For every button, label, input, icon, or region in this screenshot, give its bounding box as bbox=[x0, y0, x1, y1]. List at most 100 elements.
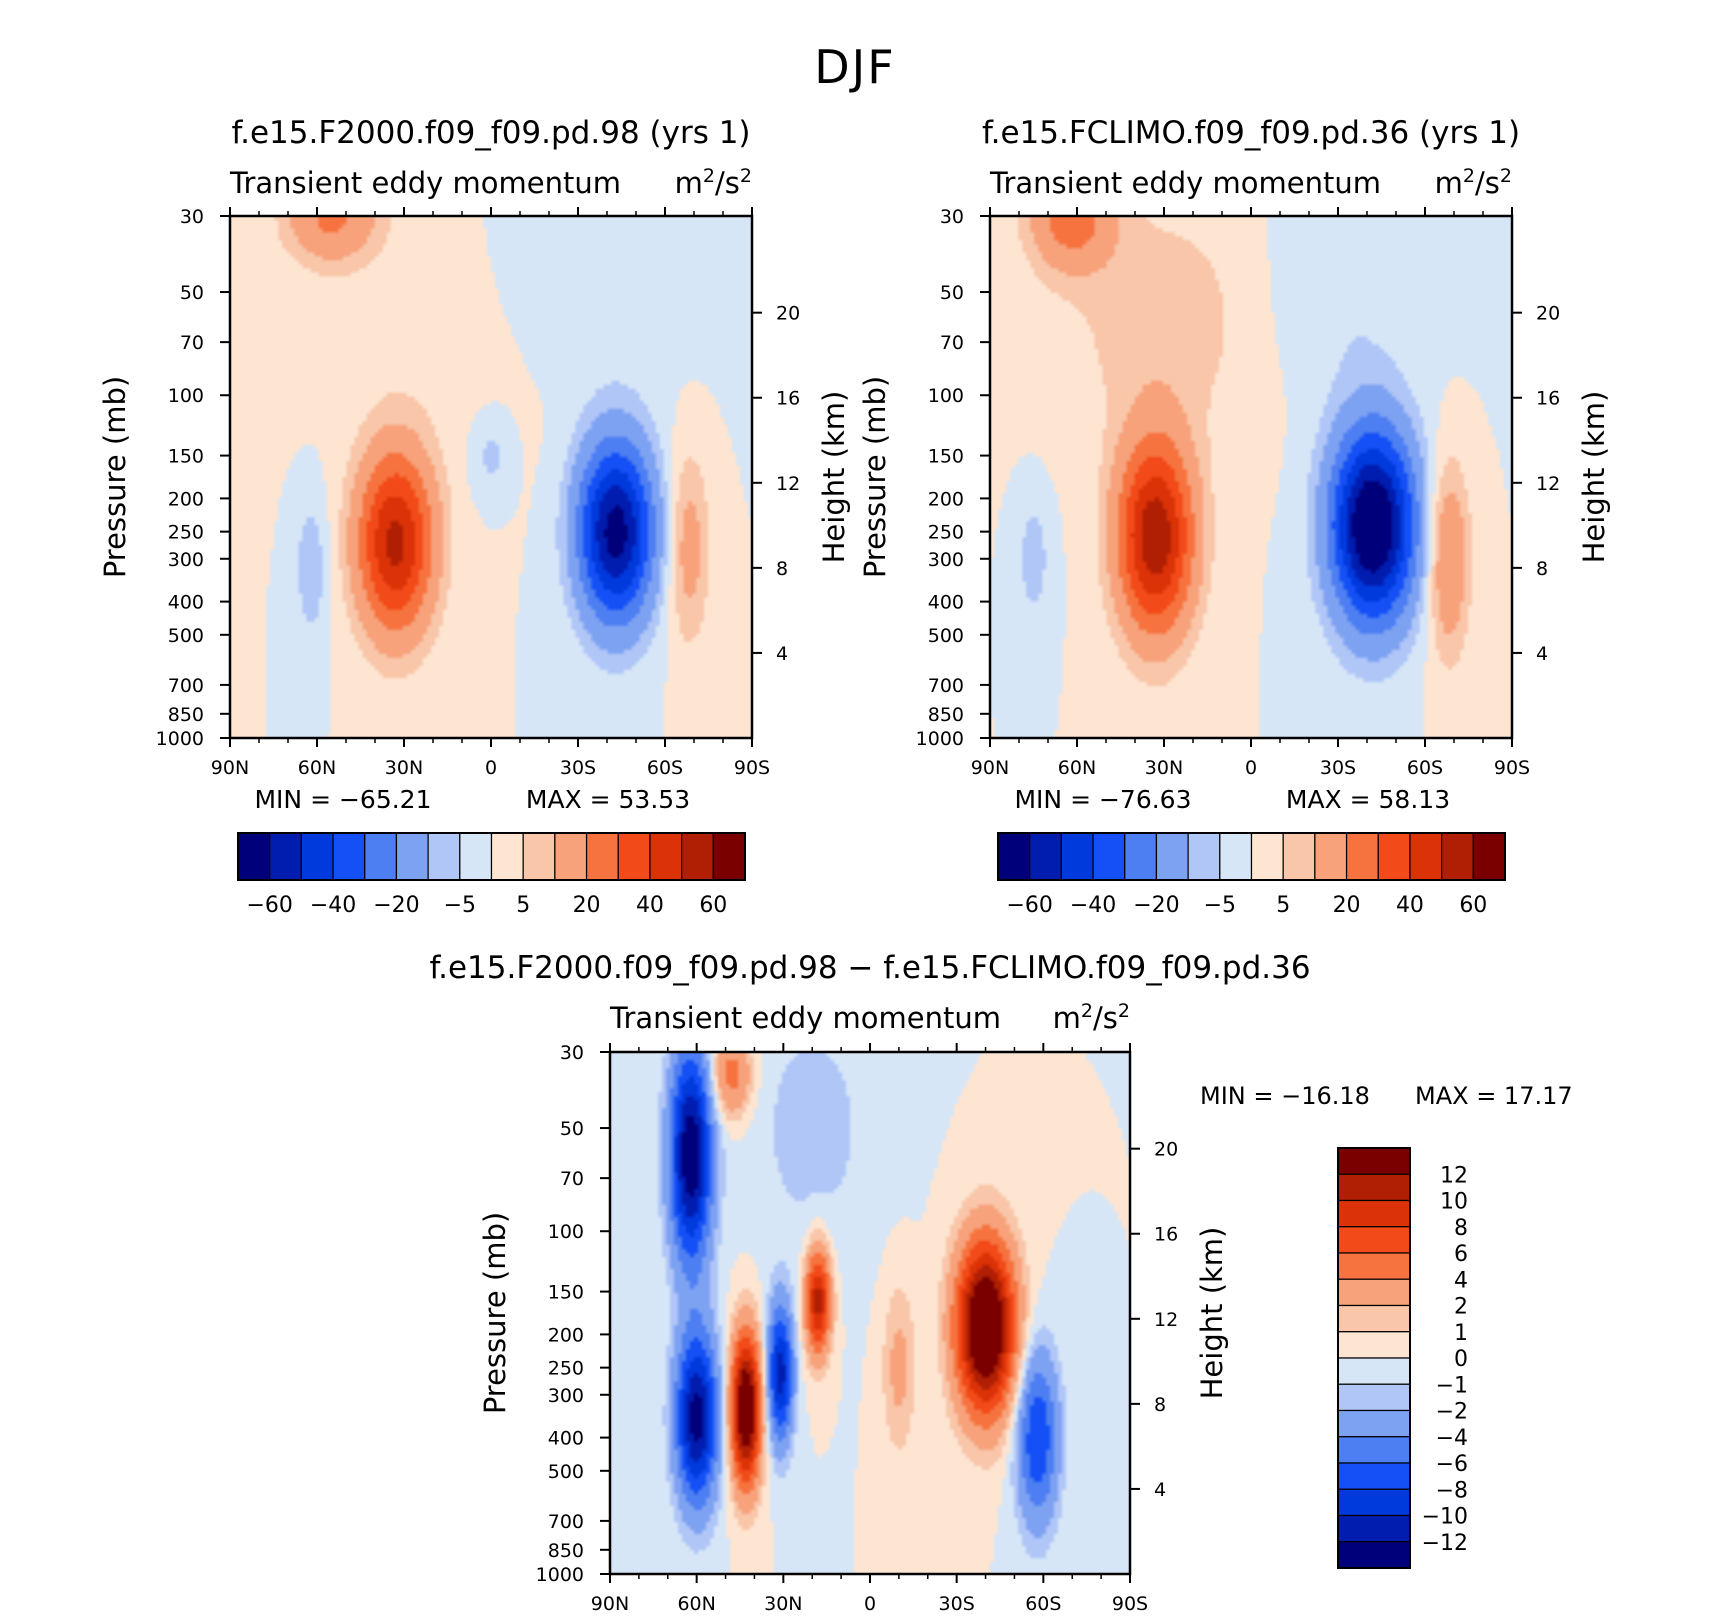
x-tick-label-bottom: 30S bbox=[939, 1593, 975, 1615]
y-tick-label-bottom: 200 bbox=[548, 1324, 584, 1346]
y-tick-label-left: 1000 bbox=[156, 728, 204, 750]
colorbar-frame-right bbox=[997, 832, 1506, 881]
colorbar-label-bottom: 8 bbox=[1454, 1216, 1468, 1241]
colorbar-label-right: 20 bbox=[1333, 893, 1361, 918]
colorbar-swatch-left bbox=[649, 832, 683, 881]
y-tick-label-left: 100 bbox=[168, 385, 204, 407]
height-axis-label-right: Height (km) bbox=[1577, 391, 1611, 564]
height-tick-label-left: 8 bbox=[776, 558, 788, 580]
units-label-left: m2/s2 bbox=[675, 165, 752, 200]
y-tick-label-bottom: 700 bbox=[548, 1511, 584, 1533]
colorbar-label-bottom: −12 bbox=[1422, 1531, 1468, 1556]
x-tick-label-right: 30S bbox=[1320, 757, 1356, 779]
x-tick-label-left: 90S bbox=[734, 757, 770, 779]
x-tick-label-left: 60S bbox=[647, 757, 683, 779]
x-tick-label-bottom: 90N bbox=[591, 1593, 629, 1615]
plot-title-left: f.e15.F2000.f09_f09.pd.98 (yrs 1) bbox=[231, 115, 750, 151]
x-tick-label-bottom: 90S bbox=[1112, 1593, 1148, 1615]
colorbar-swatch-left bbox=[459, 832, 493, 881]
colorbar-label-right: 5 bbox=[1276, 893, 1290, 918]
height-tick-label-right: 8 bbox=[1536, 558, 1548, 580]
colorbar-swatch-right bbox=[1124, 832, 1158, 881]
height-tick-label-right: 20 bbox=[1536, 303, 1560, 325]
x-tick-label-left: 30N bbox=[385, 757, 423, 779]
colorbar-label-right: −40 bbox=[1070, 893, 1116, 918]
height-tick-label-right: 16 bbox=[1536, 388, 1560, 410]
x-tick-label-bottom: 30N bbox=[764, 1593, 802, 1615]
x-tick-label-bottom: 60N bbox=[677, 1593, 715, 1615]
x-tick-label-right: 90N bbox=[971, 757, 1009, 779]
y-axis-label-bottom: Pressure (mb) bbox=[478, 1212, 512, 1414]
colorbar-label-left: 40 bbox=[636, 893, 664, 918]
colorbar-frame-left bbox=[237, 832, 746, 881]
min-label-right: MIN = −76.63 bbox=[1014, 785, 1191, 814]
y-tick-label-left: 850 bbox=[168, 704, 204, 726]
y-tick-label-bottom: 1000 bbox=[536, 1564, 584, 1586]
x-tick-label-bottom: 60S bbox=[1025, 1593, 1061, 1615]
colorbar-label-left: −60 bbox=[246, 893, 292, 918]
colorbar-swatch-bottom bbox=[1337, 1331, 1411, 1359]
colorbar-swatch-bottom bbox=[1337, 1541, 1411, 1569]
units-exp1-left: 2 bbox=[703, 165, 715, 187]
height-tick-label-bottom: 12 bbox=[1154, 1309, 1178, 1331]
colorbar-swatch-bottom bbox=[1337, 1199, 1411, 1228]
x-tick-label-right: 60S bbox=[1407, 757, 1443, 779]
max-label-right: MAX = 58.13 bbox=[1286, 785, 1450, 814]
y-tick-label-right: 250 bbox=[928, 522, 964, 544]
y-tick-label-right: 300 bbox=[928, 549, 964, 571]
colorbar-swatch-right bbox=[1155, 832, 1189, 881]
colorbar-swatch-bottom bbox=[1337, 1304, 1411, 1333]
x-tick-label-right: 30N bbox=[1145, 757, 1183, 779]
colorbar-swatch-left bbox=[364, 832, 398, 881]
x-tick-label-left: 0 bbox=[485, 757, 497, 779]
colorbar-swatch-right bbox=[1092, 832, 1126, 881]
y-tick-label-left: 300 bbox=[168, 549, 204, 571]
y-tick-label-bottom: 50 bbox=[560, 1118, 584, 1140]
colorbar-label-bottom: −2 bbox=[1436, 1400, 1468, 1425]
colorbar-label-bottom: −1 bbox=[1436, 1373, 1468, 1398]
y-tick-label-right: 70 bbox=[940, 332, 964, 354]
y-tick-label-left: 70 bbox=[180, 332, 204, 354]
colorbar-label-right: −20 bbox=[1133, 893, 1179, 918]
colorbar-label-left: 20 bbox=[573, 893, 601, 918]
height-axis-label-left: Height (km) bbox=[817, 391, 851, 564]
colorbar-swatch-right bbox=[1187, 832, 1221, 881]
x-tick-label-right: 0 bbox=[1245, 757, 1257, 779]
x-tick-label-left: 30S bbox=[560, 757, 596, 779]
units-exp2-left: 2 bbox=[740, 165, 752, 187]
height-tick-label-right: 4 bbox=[1536, 643, 1548, 665]
height-tick-label-bottom: 20 bbox=[1154, 1139, 1178, 1161]
height-tick-label-bottom: 4 bbox=[1154, 1479, 1166, 1501]
units-exp1-bottom: 2 bbox=[1081, 1000, 1093, 1022]
colorbar-swatch-left bbox=[332, 832, 366, 881]
page-title: DJF bbox=[814, 40, 896, 94]
colorbar-swatch-left bbox=[681, 832, 714, 881]
max-label-bottom: MAX = 17.17 bbox=[1415, 1082, 1573, 1110]
y-axis-label-right: Pressure (mb) bbox=[858, 376, 892, 578]
colorbar-swatch-left bbox=[269, 832, 302, 881]
colorbar-swatch-bottom bbox=[1337, 1226, 1411, 1254]
panel-bottom: f.e15.F2000.f09_f09.pd.98 − f.e15.FCLIMO… bbox=[429, 950, 1572, 1615]
units-base-left: m bbox=[675, 166, 703, 200]
y-tick-label-right: 400 bbox=[928, 592, 964, 614]
colorbar-swatch-left bbox=[712, 832, 746, 881]
colorbar-swatch-left bbox=[395, 832, 429, 881]
colorbar-swatch-right bbox=[1250, 832, 1284, 881]
units-mid-left: /s bbox=[715, 166, 740, 200]
units-exp2-right: 2 bbox=[1500, 165, 1512, 187]
y-tick-label-left: 250 bbox=[168, 522, 204, 544]
y-tick-label-bottom: 850 bbox=[548, 1540, 584, 1562]
y-axis-label-left: Pressure (mb) bbox=[98, 376, 132, 578]
colorbar-swatch-right bbox=[1409, 832, 1443, 881]
y-tick-label-right: 700 bbox=[928, 675, 964, 697]
colorbar-swatch-left bbox=[522, 832, 556, 881]
contour-field-left bbox=[230, 216, 752, 738]
colorbar-swatch-left bbox=[617, 832, 651, 881]
units-base-bottom: m bbox=[1053, 1001, 1081, 1035]
height-axis-label-bottom: Height (km) bbox=[1195, 1227, 1229, 1400]
colorbar-label-bottom: −10 bbox=[1422, 1505, 1468, 1530]
colorbar-swatch-left bbox=[490, 832, 524, 881]
colorbar-swatch-bottom bbox=[1337, 1252, 1411, 1280]
x-tick-label-left: 60N bbox=[298, 757, 336, 779]
